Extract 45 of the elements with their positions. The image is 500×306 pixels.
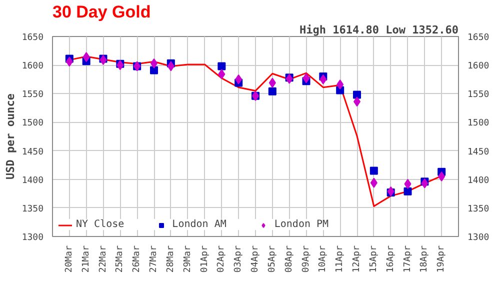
x-tick-label: 28Mar — [166, 244, 176, 273]
y-tick-label: 1600 — [22, 62, 44, 72]
x-tick-label: 17Apr — [402, 244, 413, 273]
y2-tick-label: 1500 — [468, 118, 490, 129]
legend-label: London PM — [274, 219, 329, 230]
y2-tick-label: 1400 — [468, 176, 490, 186]
x-tick-label: 02Apr — [216, 244, 227, 273]
x-tick-label: 19Apr — [436, 244, 447, 273]
x-tick-label: 03Apr — [234, 244, 244, 273]
y2-tick-label: 1300 — [468, 233, 490, 243]
y-tick-label: 1400 — [22, 176, 44, 186]
y2-tick-label: 1350 — [468, 204, 490, 214]
x-tick-label: 26Mar — [132, 244, 142, 273]
x-tick-label: 11Apr — [335, 244, 346, 273]
y2-tick-label: 1450 — [468, 147, 490, 158]
y-tick-label: 1500 — [22, 118, 44, 129]
x-tick-label: 04Apr — [250, 244, 260, 273]
x-tick-label: 29Mar — [182, 244, 193, 273]
x-tick-label: 27Mar — [149, 244, 159, 273]
x-tick-label: 08Apr — [284, 244, 294, 273]
legend-label: London AM — [172, 219, 226, 230]
x-tick-label: 05Apr — [267, 244, 278, 273]
y2-tick-label: 1600 — [468, 62, 490, 72]
chart-title: 30 Day Gold — [52, 2, 151, 22]
x-tick-label: 01Apr — [200, 244, 210, 273]
x-tick-label: 20Mar — [64, 244, 74, 273]
chart-subtitle: High 1614.80 Low 1352.60 — [300, 24, 459, 36]
x-tick-label: 10Apr — [318, 244, 328, 273]
legend-label: NY Close — [76, 219, 124, 230]
y-tick-label: 1300 — [22, 233, 44, 243]
x-tick-label: 12Apr — [352, 244, 362, 273]
x-tick-label: 15Apr — [368, 244, 379, 273]
y-tick-label: 1550 — [22, 90, 44, 100]
y-axis-title: USD per ounce — [4, 93, 17, 180]
y-tick-label: 1650 — [22, 33, 44, 43]
y2-tick-label: 1550 — [468, 90, 490, 100]
x-tick-label: 16Apr — [386, 244, 396, 273]
x-tick-label: 18Apr — [420, 244, 430, 273]
x-tick-label: 09Apr — [301, 244, 312, 273]
y2-tick-label: 1650 — [468, 33, 490, 43]
x-tick-label: 25Mar — [115, 244, 126, 273]
y-tick-label: 1350 — [22, 204, 44, 214]
x-tick-label: 21Mar — [81, 244, 92, 273]
y-tick-label: 1450 — [22, 147, 44, 158]
x-tick-label: 22Mar — [98, 244, 108, 273]
